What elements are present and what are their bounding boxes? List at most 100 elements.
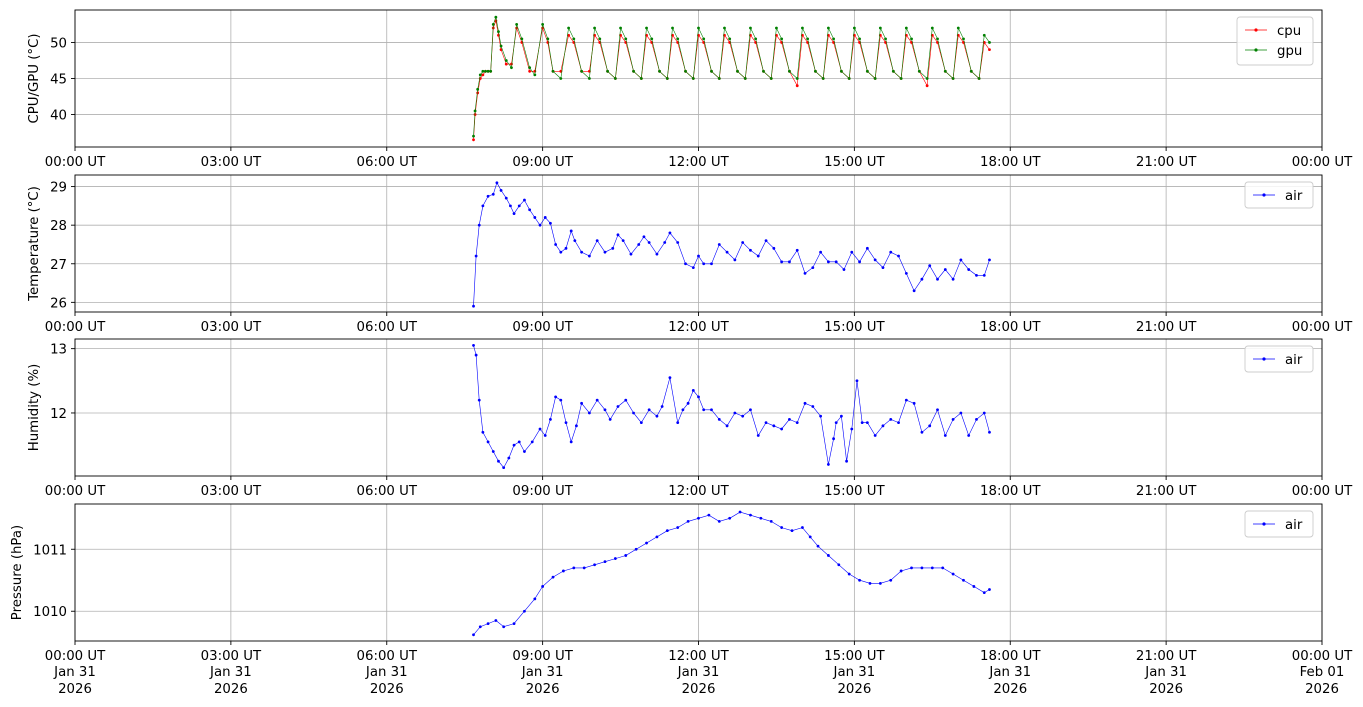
data-point-air	[507, 456, 511, 460]
data-point-gpu	[728, 37, 732, 41]
data-point-air	[959, 258, 963, 262]
data-point-air	[988, 258, 991, 262]
data-point-gpu	[533, 73, 537, 77]
data-point-air	[936, 277, 939, 281]
data-point-air	[691, 266, 695, 270]
data-point-air	[593, 563, 596, 567]
data-point-air	[982, 273, 986, 277]
data-point-air	[904, 272, 908, 275]
data-point-gpu	[650, 37, 654, 41]
data-point-air	[790, 529, 794, 533]
data-point-cpu	[510, 62, 513, 66]
data-point-air	[912, 289, 916, 293]
y-tick-label: 26	[50, 296, 67, 311]
data-point-gpu	[852, 26, 856, 30]
x-tick-label: 06:00 UT	[357, 484, 418, 499]
data-point-gpu	[977, 77, 981, 80]
data-point-air	[564, 421, 568, 425]
data-point-air	[920, 566, 924, 570]
data-point-air	[710, 262, 713, 266]
data-point-air	[920, 277, 924, 281]
data-point-air	[543, 216, 547, 219]
data-point-gpu	[951, 77, 955, 80]
data-point-air	[543, 434, 547, 437]
data-point-air	[697, 395, 700, 399]
data-point-air	[819, 250, 823, 254]
data-point-air	[574, 424, 578, 428]
data-point-cpu	[567, 33, 571, 37]
data-point-air	[951, 277, 955, 281]
data-point-gpu	[598, 37, 602, 41]
x-date-label: Jan 31	[1144, 665, 1187, 680]
data-point-gpu	[499, 44, 503, 48]
x-tick-label: 15:00 UT	[824, 484, 885, 499]
x-year-label: 2026	[370, 682, 404, 697]
legend-label-gpu: gpu	[1277, 44, 1302, 59]
data-point-air	[676, 241, 680, 244]
data-point-gpu	[925, 77, 929, 80]
data-point-gpu	[671, 26, 674, 30]
data-point-cpu	[504, 62, 508, 66]
data-point-air	[512, 622, 516, 626]
data-point-air	[881, 424, 885, 428]
data-point-air	[595, 398, 599, 402]
data-point-gpu	[476, 87, 480, 91]
y-tick-label: 27	[50, 258, 67, 273]
x-year-label: 2026	[526, 682, 560, 697]
x-date-label: Jan 31	[988, 665, 1031, 680]
x-date-label: Feb 01	[1300, 665, 1345, 680]
data-point-air	[756, 434, 760, 437]
data-point-air	[559, 398, 563, 402]
legend-box	[1244, 345, 1314, 373]
data-point-air	[858, 578, 861, 582]
legend-marker-air	[1262, 357, 1266, 361]
data-point-air	[655, 535, 659, 539]
data-point-air	[803, 272, 807, 275]
data-point-gpu	[717, 77, 721, 80]
y-axis-label: Temperature (°C)	[27, 186, 42, 302]
legend-box	[1244, 181, 1314, 209]
data-point-gpu	[930, 26, 934, 30]
data-point-gpu	[472, 134, 475, 138]
data-point-air	[707, 513, 711, 517]
data-point-gpu	[806, 37, 810, 41]
data-point-gpu	[494, 15, 498, 19]
data-point-air	[951, 417, 955, 421]
data-point-air	[772, 424, 776, 428]
data-point-gpu	[697, 26, 700, 30]
x-year-label: 2026	[682, 682, 716, 697]
data-point-gpu	[489, 69, 493, 73]
x-tick-label: 03:00 UT	[201, 649, 262, 664]
x-tick-label: 00:00 UT	[45, 155, 106, 170]
data-point-gpu	[491, 23, 495, 26]
legend-label-air: air	[1285, 189, 1303, 204]
data-point-air	[572, 566, 576, 570]
data-point-air	[616, 405, 620, 408]
data-point-air	[850, 427, 854, 431]
data-point-gpu	[691, 77, 695, 80]
data-point-gpu	[891, 69, 895, 73]
data-point-air	[621, 239, 625, 243]
data-point-gpu	[504, 59, 508, 62]
data-point-air	[665, 529, 669, 533]
data-point-air	[889, 417, 893, 421]
data-point-gpu	[775, 26, 778, 30]
data-point-air	[697, 516, 700, 520]
data-point-air	[495, 181, 499, 185]
data-point-air	[477, 398, 481, 402]
data-point-air	[769, 519, 773, 523]
data-point-air	[780, 526, 784, 529]
data-point-air	[486, 440, 490, 444]
data-point-air	[982, 411, 986, 415]
data-point-air	[826, 554, 830, 557]
data-point-air	[533, 216, 537, 219]
data-point-air	[663, 241, 667, 244]
data-point-gpu	[658, 69, 661, 73]
data-point-gpu	[821, 77, 825, 80]
data-point-air	[860, 421, 864, 425]
x-tick-label: 09:00 UT	[512, 649, 573, 664]
data-point-air	[725, 250, 729, 254]
data-point-air	[967, 268, 971, 271]
data-point-air	[551, 575, 555, 579]
data-point-air	[573, 239, 577, 243]
